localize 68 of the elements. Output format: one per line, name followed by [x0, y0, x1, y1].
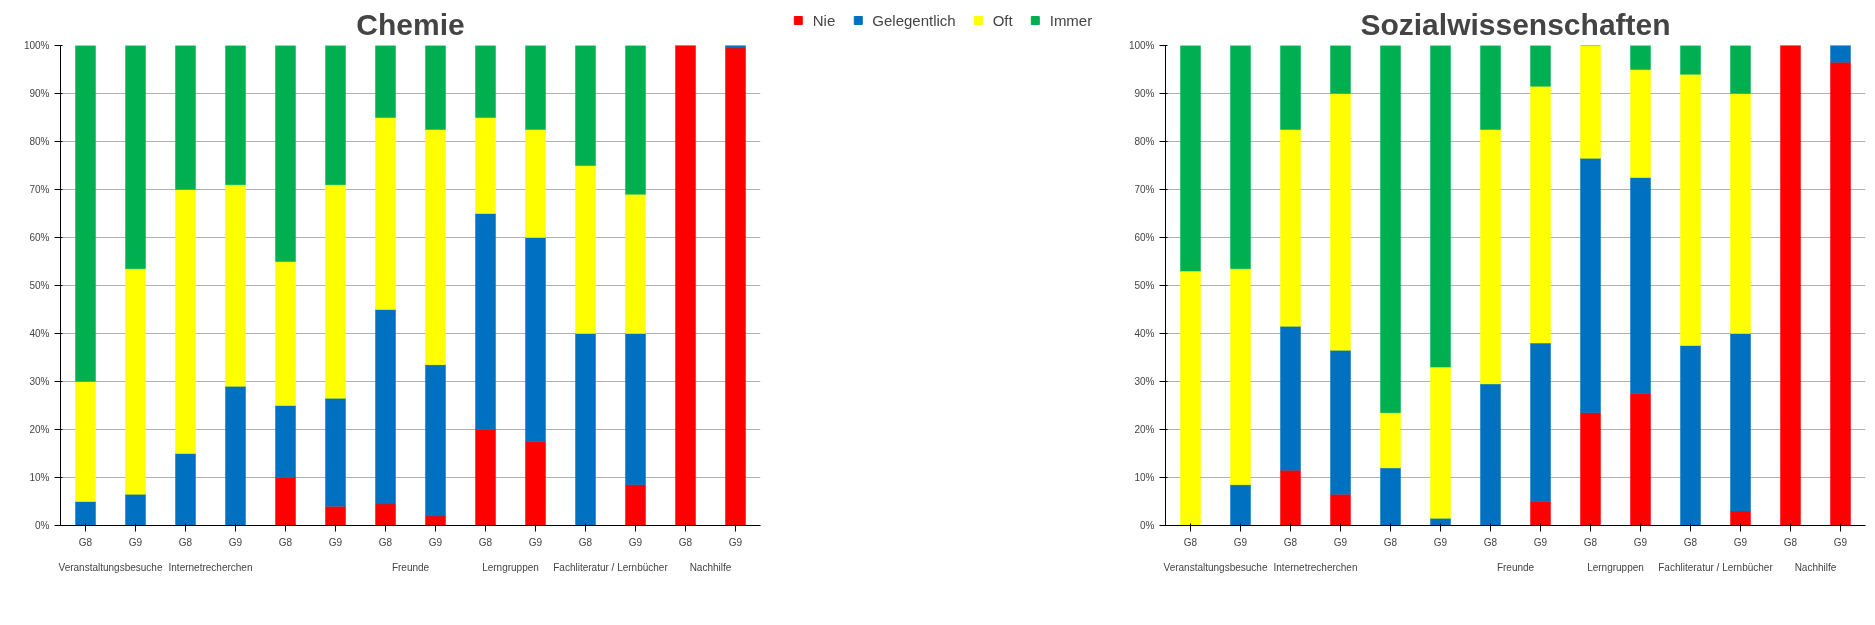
x-tick-label: G9 [1433, 536, 1448, 548]
x-tick-label: G8 [1483, 536, 1498, 548]
x-tick-label: G9 [428, 536, 443, 548]
y-tick-label: 90% [29, 88, 50, 99]
x-tick-label: G9 [1533, 536, 1548, 548]
x-tick-label: G8 [278, 536, 293, 548]
y-tick-label: 10% [29, 472, 50, 483]
x-tick-label: G8 [478, 536, 493, 548]
text: Internetrecherchen [168, 561, 253, 573]
y-tick-label: 60% [1134, 232, 1155, 243]
y-tick-label: 90% [1134, 88, 1155, 99]
y-tick-label: 20% [29, 424, 50, 435]
x-tick-label: G9 [1333, 536, 1348, 548]
text: Fachliteratur / Lernbücher [553, 561, 669, 573]
y-tick-label: 70% [29, 184, 50, 195]
y-tick-label: 20% [1134, 424, 1155, 435]
text: Veranstaltungsbesuche [58, 561, 163, 573]
x-tick-label: G9 [528, 536, 543, 548]
x-tick-label: G8 [1683, 536, 1698, 548]
text: Freunde [391, 561, 430, 573]
y-tick-label: 70% [1134, 184, 1155, 195]
y-tick-label: 50% [29, 280, 50, 291]
x-tick-label: G8 [378, 536, 393, 548]
text: Internetrecherchen [1273, 561, 1358, 573]
x-tick-label: G8 [578, 536, 593, 548]
x-tick-label: G9 [1833, 536, 1848, 548]
y-tick-label: 30% [1134, 376, 1155, 387]
y-tick-label: 30% [29, 376, 50, 387]
x-tick-label: G8 [78, 536, 93, 548]
x-tick-label: G9 [1633, 536, 1648, 548]
y-tick-label: 40% [1134, 328, 1155, 339]
x-tick-label: G8 [1583, 536, 1598, 548]
text: Freunde [1496, 561, 1535, 573]
chart-title: Sozialwissenschaften [1360, 7, 1671, 41]
x-tick-label: G9 [1733, 536, 1748, 548]
x-tick-label: G8 [678, 536, 693, 548]
x-tick-label: G9 [228, 536, 243, 548]
x-tick-label: G8 [1783, 536, 1798, 548]
x-tick-label: G8 [1183, 536, 1198, 548]
legend-label: Gelegentlich [872, 11, 956, 29]
x-tick-label: G9 [1233, 536, 1248, 548]
text: Nachhilfe [1794, 561, 1837, 573]
text: Fachliteratur / Lernbücher [1658, 561, 1774, 573]
x-tick-label: G8 [1383, 536, 1398, 548]
text: Lerngruppen [1587, 561, 1644, 573]
text: Nachhilfe [689, 561, 732, 573]
x-tick-label: G9 [128, 536, 143, 548]
text: Veranstaltungsbesuche [1163, 561, 1268, 573]
y-tick-label: 60% [29, 232, 50, 243]
y-tick-label: 100% [1128, 40, 1155, 51]
legend-label: Immer [1049, 11, 1093, 29]
legend-label: Nie [812, 11, 836, 29]
x-tick-label: G8 [178, 536, 193, 548]
y-tick-label: 50% [1134, 280, 1155, 291]
y-tick-label: 0% [1140, 520, 1155, 531]
y-tick-label: 40% [29, 328, 50, 339]
legend-label: Oft [992, 11, 1013, 29]
x-tick-label: G9 [728, 536, 743, 548]
y-tick-label: 80% [29, 136, 50, 147]
y-tick-label: 10% [1134, 472, 1155, 483]
x-tick-label: G8 [1283, 536, 1298, 548]
y-tick-label: 80% [1134, 136, 1155, 147]
text: Lerngruppen [482, 561, 539, 573]
y-tick-label: 100% [23, 40, 50, 51]
chart-title: Chemie [356, 7, 465, 41]
x-tick-label: G9 [328, 536, 343, 548]
y-tick-label: 0% [35, 520, 50, 531]
x-tick-label: G9 [628, 536, 643, 548]
